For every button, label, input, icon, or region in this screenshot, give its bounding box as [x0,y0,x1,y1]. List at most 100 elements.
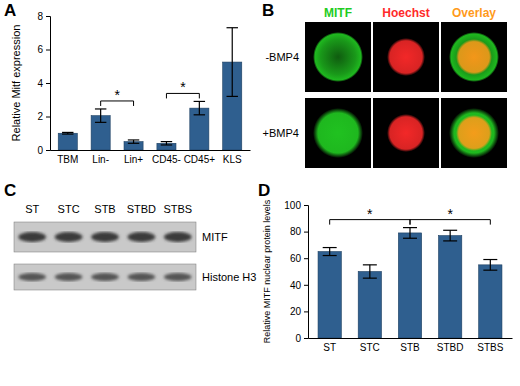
lane-label: STC [58,203,80,215]
x-tick-label: STBD [437,342,464,353]
y-tick-mark [46,117,50,118]
blot-band [128,232,156,242]
blot-band [55,273,83,281]
y-tick-mark [46,16,50,17]
error-cap [403,238,417,239]
y-tick: 4 [37,78,50,89]
error-line [329,248,330,256]
error-cap [62,133,73,134]
y-tick-mark [304,232,308,233]
x-tick-label: STBS [477,342,503,353]
error-bar [128,140,139,143]
blot-band [164,232,192,242]
y-tick-mark [304,338,308,339]
y-axis-line [304,206,309,339]
error-line [232,28,233,97]
blot-band [91,232,119,242]
y-tick-mark [46,150,50,151]
error-bar [194,101,205,114]
error-line [369,265,370,278]
x-axis-line [309,338,513,339]
lane-label: ST [25,203,39,215]
image-background [441,98,507,168]
error-cap [483,259,497,260]
blot-strip [14,222,196,252]
blot-band [91,273,119,281]
bar-panel: 020406080100STSTCSTBSTBDSTBSRelative MIT… [262,199,513,353]
y-axis-line [46,17,51,151]
blot-panel: STSTCSTBSTBDSTBSMITFHistone H3 [14,203,256,290]
error-cap [128,139,139,140]
error-bar [363,265,377,278]
y-tick: 8 [37,11,50,22]
image-background [305,22,371,92]
panel-letter: C [4,181,16,200]
micrograph-image [441,22,507,92]
y-tick: 40 [290,280,308,291]
y-tick-label: 100 [284,200,301,211]
bar [124,142,143,150]
error-cap [161,141,172,142]
bar-panel: 02468TBMLin-Lin+CD45-CD45+KLSRelative Mi… [10,11,251,165]
x-tick: KLS [223,150,242,165]
cell [313,32,363,82]
cell [449,32,499,82]
error-cap [363,264,377,265]
plot-area [318,228,502,338]
x-tick-label: Lin+ [124,154,143,165]
y-tick-label: 40 [290,280,302,291]
error-cap [443,240,457,241]
x-tick-label: CD45+ [184,154,216,165]
error-cap [95,122,106,123]
panel-letter: D [258,181,270,200]
y-tick-mark [304,285,308,286]
bar [190,108,209,150]
panel-letter: B [262,1,274,20]
x-tick: Lin- [92,150,109,165]
error-cap [62,132,73,133]
cell [449,108,499,158]
micrograph-image [441,98,507,168]
x-tick: STB [400,338,420,353]
y-tick-label: 20 [290,306,302,317]
y-tick: 20 [290,306,308,317]
error-cap [443,230,457,231]
error-cap [323,255,337,256]
error-cap [128,143,139,144]
error-line [490,260,491,271]
row-label: +BMP4 [263,127,299,139]
error-bar [161,142,172,145]
error-cap [403,227,417,228]
blot-band [18,232,46,242]
micrograph-image [305,98,371,168]
error-cap [95,108,106,109]
x-tick-label: STB [400,342,420,353]
x-tick: TBM [57,150,78,165]
y-tick-mark [46,50,50,51]
nucleus [387,114,425,152]
error-cap [194,101,205,102]
y-tick-label: 0 [37,145,43,156]
error-line [450,230,451,241]
error-line [409,228,410,239]
y-tick-label: 6 [37,44,43,55]
row-label: MITF [202,231,228,243]
image-background [373,22,439,92]
x-tick: Lin+ [124,150,143,165]
y-tick: 100 [284,200,308,211]
x-tick: STC [360,338,380,353]
column-label: Overlay [452,6,496,20]
blot-band [128,273,156,281]
error-cap [363,278,377,279]
significance-label: * [367,206,373,222]
y-tick-label: 80 [290,226,302,237]
lane-label: STBD [127,203,156,215]
error-line [199,101,200,114]
x-tick: STBS [477,338,503,353]
lane-label: STB [94,203,115,215]
x-tick-label: KLS [223,154,242,165]
x-tick-label: Lin- [92,154,109,165]
y-axis-title: Relative MITF nuclear protein levels [262,199,272,343]
error-cap [227,96,238,97]
x-tick-label: TBM [57,154,78,165]
